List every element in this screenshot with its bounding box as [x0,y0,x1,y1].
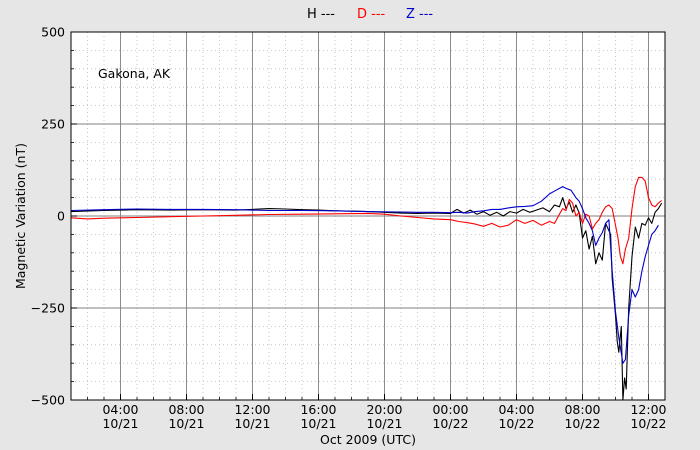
y-tick-label: 0 [57,209,65,224]
y-tick-label: −500 [31,393,65,408]
x-tick-label-date: 10/22 [630,416,666,431]
x-tick-label-time: 08:00 [168,402,204,417]
x-tick-label-date: 10/21 [366,416,402,431]
y-axis-label: Magnetic Variation (nT) [13,143,28,289]
x-tick-label-date: 10/21 [234,416,270,431]
x-tick-label-time: 12:00 [234,402,270,417]
y-tick-label: −250 [31,301,65,316]
y-tick-label: 500 [41,25,65,40]
station-annotation: Gakona, AK [98,66,171,81]
ticks-layer: 04:0010/2108:0010/2112:0010/2116:0010/21… [31,25,667,432]
x-tick-label-time: 04:00 [102,402,138,417]
major-grid [71,31,665,401]
x-tick-label-date: 10/22 [432,416,468,431]
x-tick-label-time: 20:00 [366,402,402,417]
legend-z: Z --- [406,7,433,22]
x-tick-label-time: 12:00 [630,402,666,417]
x-tick-label-time: 16:00 [300,402,336,417]
legend: H --- D --- Z --- [307,7,433,22]
y-tick-label: 250 [41,117,65,132]
x-tick-label-date: 10/22 [564,416,600,431]
x-tick-label-date: 10/22 [498,416,534,431]
series-line-d [71,176,663,265]
x-tick-label-date: 10/21 [300,416,336,431]
x-axis-label: Oct 2009 (UTC) [320,432,416,447]
x-tick-label-time: 00:00 [432,402,468,417]
legend-h: H --- [307,7,335,22]
x-tick-label-date: 10/21 [102,416,138,431]
series-line-z [71,186,659,364]
x-tick-label-time: 08:00 [564,402,600,417]
legend-d: D --- [357,7,386,22]
x-tick-label-time: 04:00 [498,402,534,417]
x-tick-label-date: 10/21 [168,416,204,431]
series-layer [71,176,663,400]
